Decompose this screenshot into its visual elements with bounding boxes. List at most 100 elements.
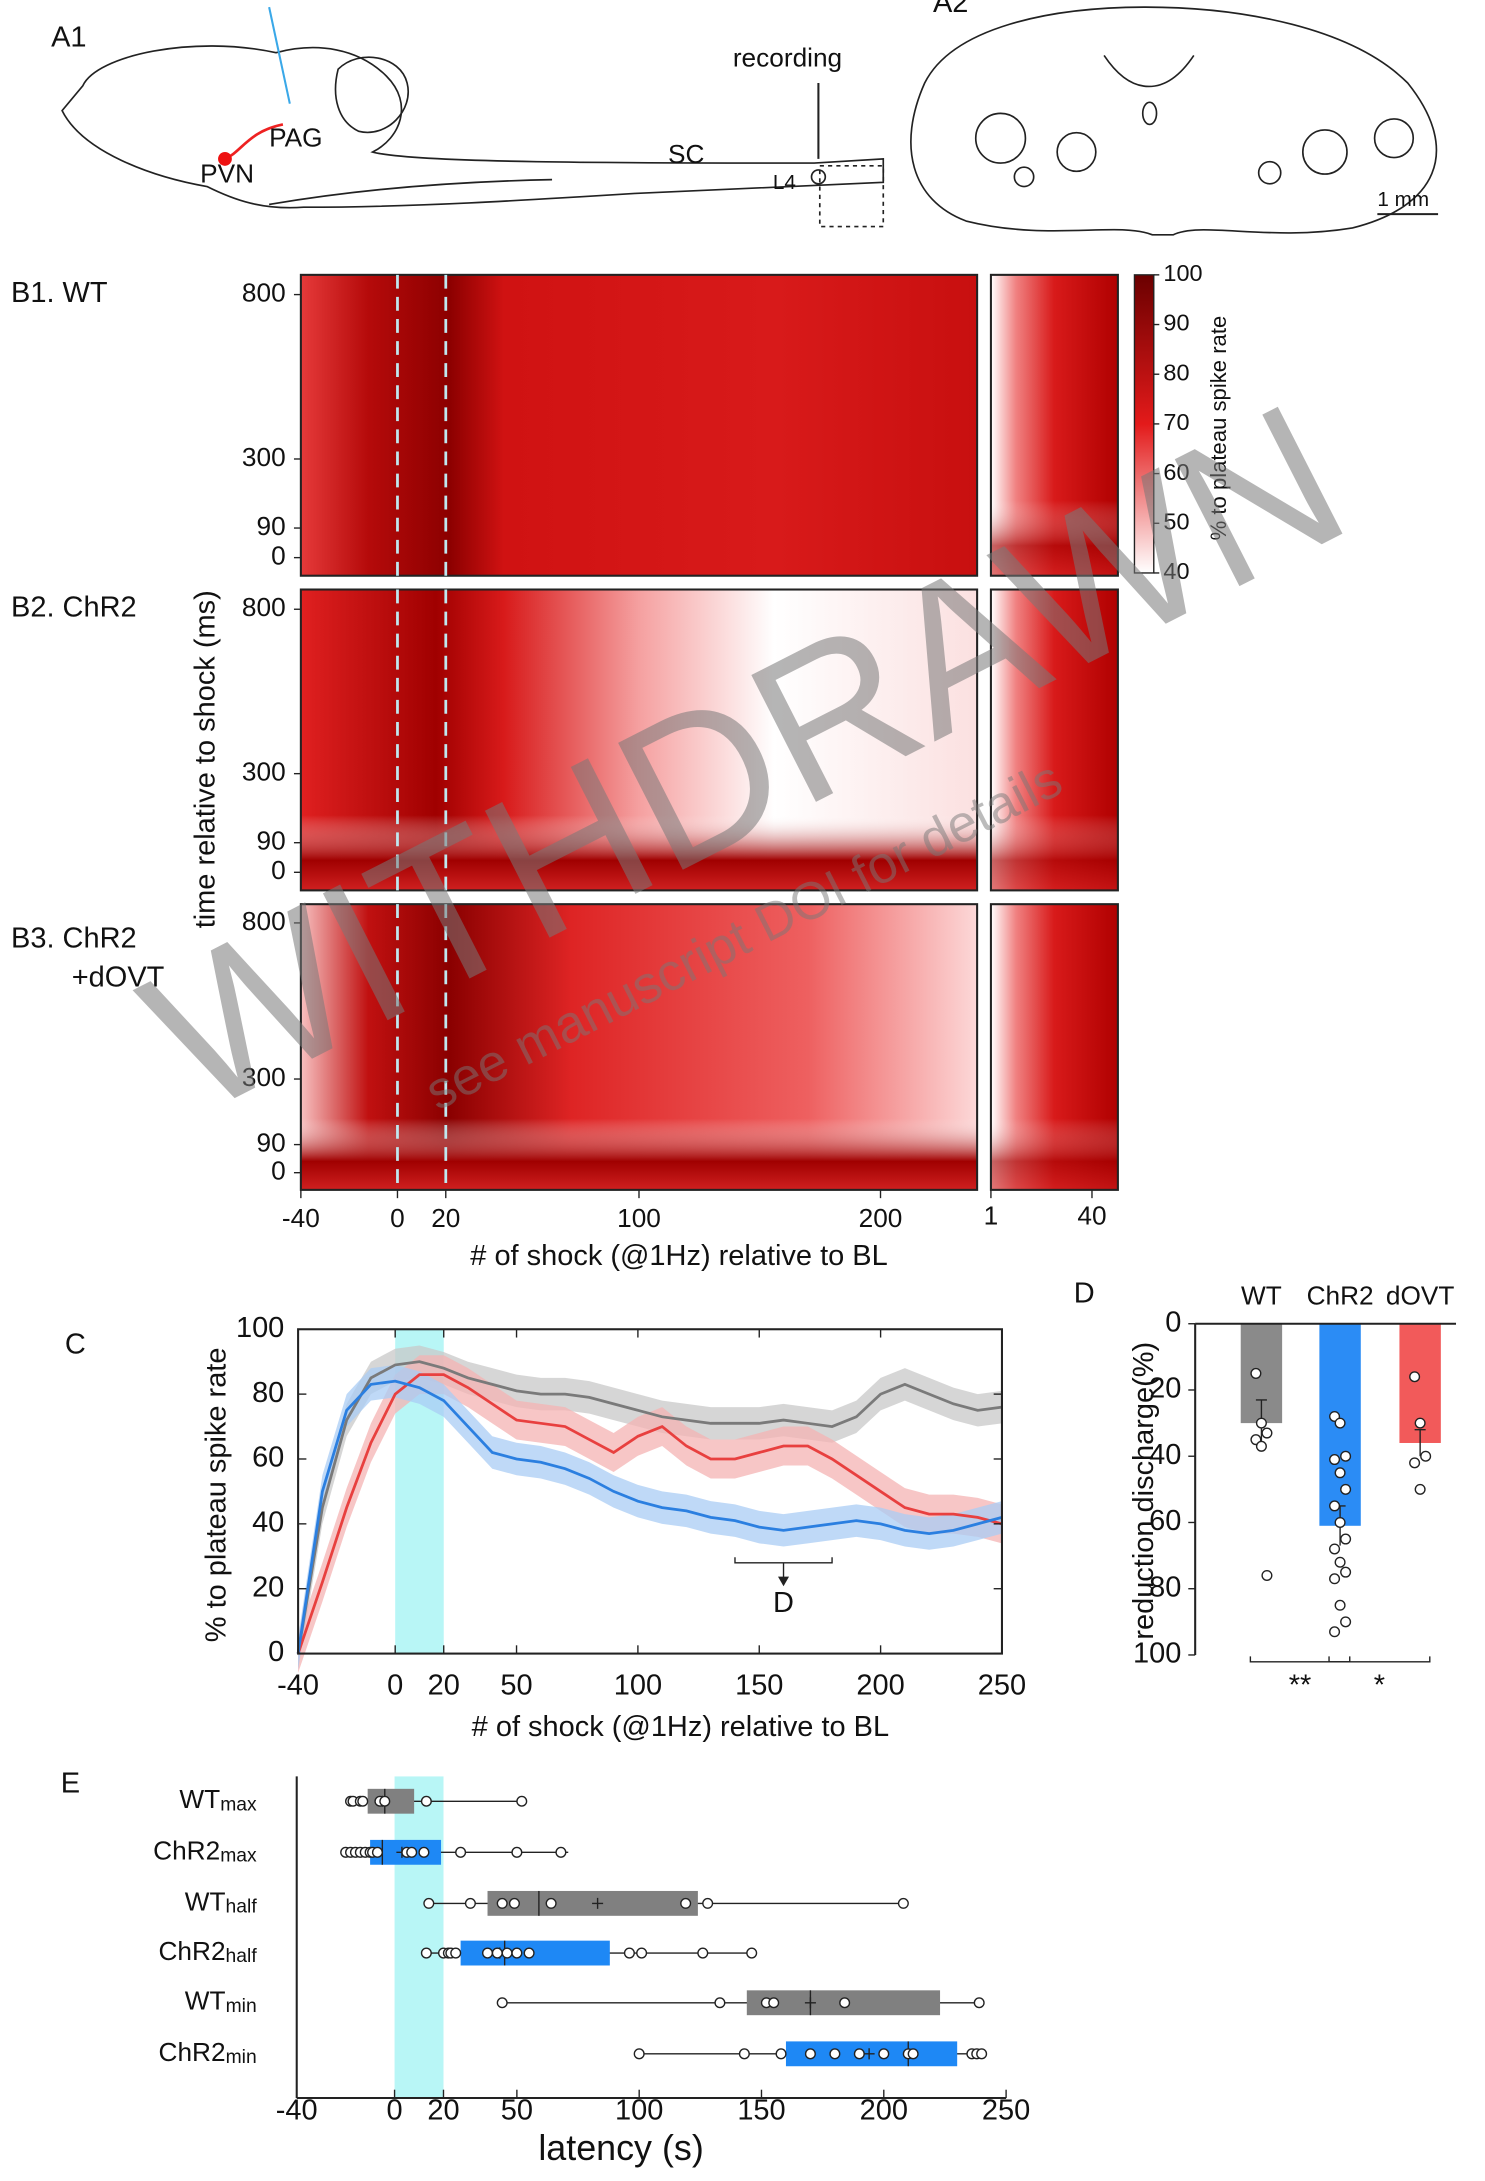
shade: [394, 1776, 444, 2098]
data-point: [976, 2048, 988, 2060]
category-sub: min: [226, 1996, 257, 2017]
data-point: [420, 1795, 432, 1807]
colorbar-tick-label: 90: [1163, 310, 1189, 336]
panel-label: B1. WT: [11, 277, 108, 309]
data-point: [1334, 1599, 1346, 1611]
y-tick-label: 800: [242, 592, 286, 622]
data-point: [423, 1897, 435, 1909]
y-tick-label: 60: [1149, 1505, 1181, 1537]
x-tick-label: -40: [276, 2094, 318, 2126]
error-band: [298, 1364, 1002, 1670]
data-point: [450, 1947, 462, 1959]
x-tick-label: 40: [1077, 1200, 1106, 1230]
heatmap-early-band: [300, 589, 978, 891]
category-main: ChR2: [159, 1936, 226, 1966]
plot-frame: [297, 1328, 1003, 1655]
colorbar-tick-label: 50: [1163, 508, 1189, 534]
data-point: [702, 1897, 714, 1909]
data-point: [1340, 1483, 1352, 1495]
y-tick-label: 0: [1165, 1306, 1181, 1338]
data-point: [1329, 1454, 1341, 1466]
data-point: [496, 1897, 508, 1909]
x-tick-label: 20: [427, 2094, 459, 2126]
colorbar-label: % to plateau spike rate: [1206, 316, 1231, 541]
annotation-bracket: [734, 1557, 833, 1580]
data-point: [1329, 1543, 1341, 1555]
data-point: [636, 1947, 648, 1959]
data-point: [853, 2048, 865, 2060]
y-axis-label: % to plateau spike rate: [201, 1348, 233, 1643]
panel-label: B3. ChR2: [11, 923, 137, 955]
region-label: recording: [733, 42, 842, 72]
annotation: D: [773, 1587, 794, 1619]
heatmap-frame: [989, 903, 1119, 1191]
data-point: [1250, 1367, 1262, 1379]
region-label: PAG: [269, 123, 322, 153]
x-tick-label: -40: [282, 1203, 320, 1233]
y-tick-label: 80: [1149, 1571, 1181, 1603]
panel-label: D: [1074, 1277, 1095, 1309]
colorbar-tick-label: 40: [1163, 558, 1189, 584]
category-label: WTmin: [185, 1986, 257, 2017]
x-tick-label: 100: [614, 1669, 662, 1701]
data-point: [1334, 1556, 1346, 1568]
y-tick-label: 20: [1149, 1373, 1181, 1405]
category-label: dOVT: [1386, 1280, 1454, 1310]
data-point: [1420, 1450, 1432, 1462]
region-label: L4: [773, 171, 796, 194]
x-tick-label: 100: [615, 2094, 663, 2126]
x-axis-label: # of shock (@1Hz) relative to BL: [472, 1711, 889, 1743]
colorbar-tick-label: 60: [1163, 459, 1189, 485]
data-point: [501, 1947, 513, 1959]
heatmap-side: [990, 274, 1118, 576]
y-tick-label: 80: [252, 1377, 284, 1409]
x-tick-label: 20: [428, 1669, 460, 1701]
panel-label: A2: [933, 0, 968, 19]
y-tick-label: 100: [1133, 1638, 1181, 1670]
x-tick-label: 0: [390, 1203, 405, 1233]
annotation-arrow: [778, 1576, 790, 1587]
y-tick-label: 90: [257, 826, 286, 856]
data-point: [491, 1947, 503, 1959]
category-label: ChR2max: [153, 1835, 257, 1866]
data-point: [371, 1846, 383, 1858]
data-point: [420, 1947, 432, 1959]
y-axis-label: time relative to shock (ms): [190, 590, 222, 928]
x-tick-label: 200: [856, 1669, 904, 1701]
data-point: [697, 1947, 709, 1959]
heatmap-frame: [299, 588, 979, 892]
data-point: [379, 1795, 391, 1807]
y-tick-label: 0: [271, 541, 286, 571]
category-label: ChR2half: [159, 1936, 258, 1967]
data-point: [907, 2048, 919, 2060]
data-point: [357, 1795, 369, 1807]
x-tick-label: 20: [431, 1203, 460, 1233]
y-tick-label: 300: [242, 442, 286, 472]
data-point: [1414, 1483, 1426, 1495]
data-point: [746, 1947, 758, 1959]
y-tick-label: 40: [252, 1507, 284, 1539]
x-tick-label: 1: [984, 1200, 999, 1230]
y-tick-label: 90: [257, 1128, 286, 1158]
pvn-dot: [218, 152, 232, 166]
data-point: [545, 1897, 557, 1909]
panel-label: E: [61, 1767, 80, 1799]
data-point: [1329, 1626, 1341, 1638]
heatmap-side: [990, 589, 1118, 891]
x-axis-label: latency (s): [538, 2128, 703, 2168]
data-point: [1414, 1417, 1426, 1429]
panel-label: A1: [51, 22, 86, 54]
category-sub: max: [220, 1846, 257, 1867]
y-tick-label: 300: [242, 1062, 286, 1092]
y-tick-label: 0: [268, 1636, 284, 1668]
data-point: [1255, 1440, 1267, 1452]
region-label: SC: [668, 139, 704, 169]
category-sub: half: [226, 1897, 258, 1918]
category-main: ChR2: [153, 1835, 220, 1865]
category-main: WT: [185, 1986, 226, 2016]
y-tick-label: 90: [257, 511, 286, 541]
y-tick-label: 0: [271, 855, 286, 885]
data-point: [680, 1897, 692, 1909]
panel-a-drawing: [61, 6, 1439, 236]
